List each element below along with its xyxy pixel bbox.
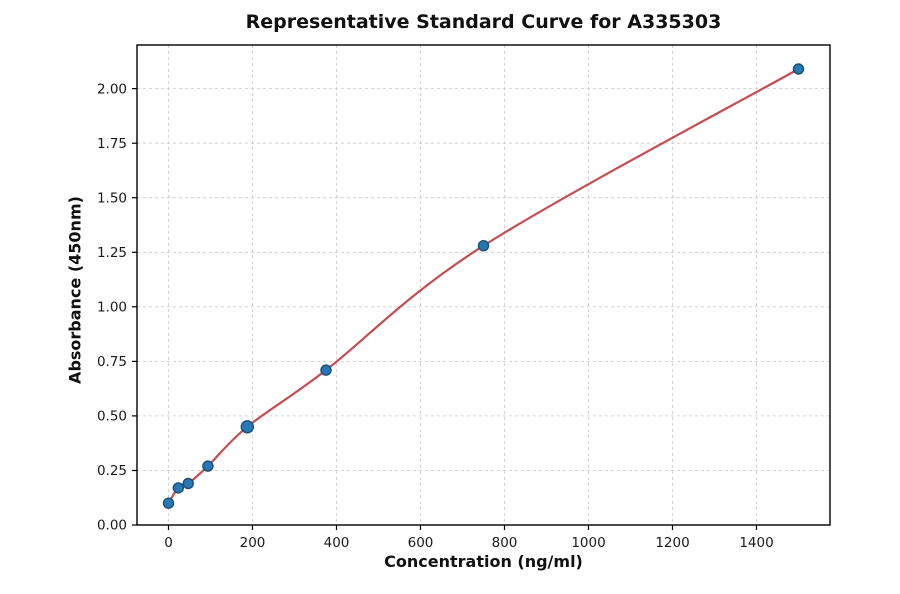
chart-title: Representative Standard Curve for A33530… [245, 11, 722, 33]
data-point [162, 497, 175, 509]
y-tick-label: 1.75 [97, 136, 127, 152]
y-tick-label: 0.50 [97, 409, 127, 425]
x-tick-label: 1000 [571, 535, 605, 551]
x-axis-label: Concentration (ng/ml) [384, 552, 583, 571]
y-tick-label: 0.75 [97, 354, 127, 370]
y-tick-label: 0.00 [97, 518, 127, 534]
data-point [477, 239, 490, 252]
x-tick-label: 1200 [655, 535, 689, 551]
x-tick-label: 800 [492, 535, 518, 551]
y-tick-label: 1.25 [97, 245, 127, 261]
x-tick-label: 400 [324, 535, 350, 551]
data-point [320, 364, 332, 376]
y-tick-label: 0.25 [97, 463, 127, 479]
data-point [792, 63, 805, 75]
data-point [202, 460, 214, 472]
x-tick-label: 1400 [739, 535, 773, 551]
y-tick-label: 2.00 [97, 81, 127, 97]
x-tick-label: 200 [240, 535, 266, 551]
data-point [172, 482, 185, 494]
data-point [240, 420, 255, 434]
x-tick-label: 600 [408, 535, 434, 551]
y-axis-label: Absorbance (450nm) [65, 196, 85, 384]
fitted-curve [167, 67, 800, 505]
x-tick-label: 0 [164, 535, 173, 551]
y-tick-label: 1.50 [97, 190, 127, 206]
y-tick-label: 1.00 [97, 300, 127, 316]
plot-border [136, 44, 831, 526]
data-point [182, 477, 194, 490]
